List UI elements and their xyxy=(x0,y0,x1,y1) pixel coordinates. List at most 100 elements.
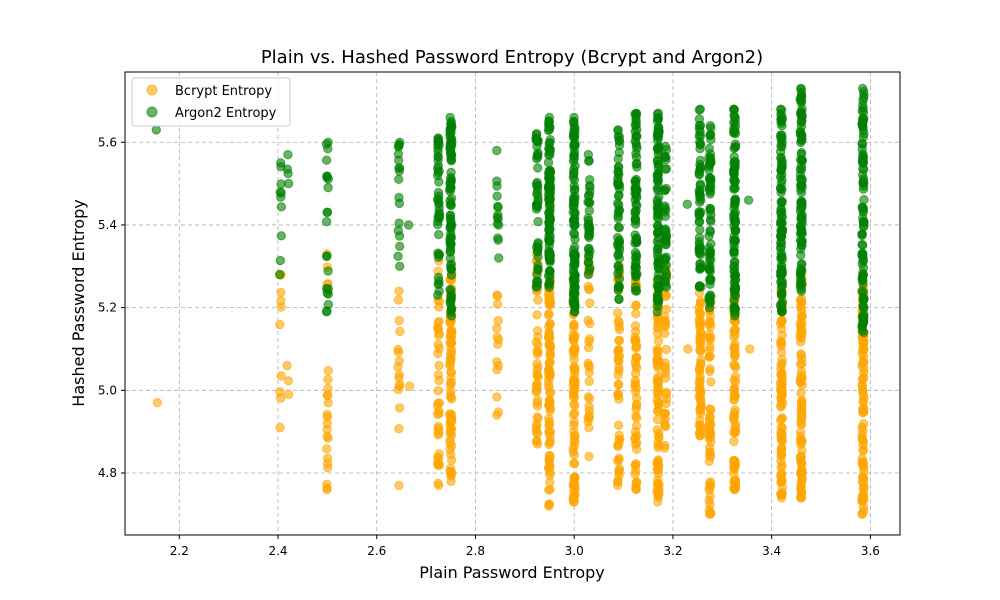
data-point xyxy=(568,198,579,208)
data-point xyxy=(545,294,555,304)
data-point xyxy=(695,420,706,431)
data-point xyxy=(545,342,556,352)
data-point xyxy=(446,156,457,166)
data-point xyxy=(447,455,457,465)
data-point xyxy=(859,129,869,139)
data-point xyxy=(322,251,332,262)
data-point xyxy=(729,127,739,137)
plot-area xyxy=(125,72,900,535)
data-point xyxy=(569,167,579,177)
x-tick-label: 3.0 xyxy=(565,544,584,558)
data-point xyxy=(776,111,787,121)
data-point xyxy=(568,480,578,491)
data-point xyxy=(446,270,457,280)
data-point xyxy=(445,147,456,158)
data-point xyxy=(704,351,714,362)
data-point xyxy=(704,184,715,195)
data-point xyxy=(545,403,555,414)
data-point xyxy=(661,183,671,194)
data-point xyxy=(569,319,579,329)
data-point xyxy=(323,266,333,276)
data-point xyxy=(631,300,641,310)
data-point xyxy=(585,246,595,257)
data-point xyxy=(776,179,787,189)
data-point xyxy=(446,193,457,204)
data-point xyxy=(729,203,739,214)
data-point xyxy=(323,433,333,443)
data-point xyxy=(630,432,641,442)
data-point xyxy=(544,382,554,393)
data-point xyxy=(323,299,333,310)
data-point xyxy=(777,212,787,222)
data-point xyxy=(613,344,624,355)
data-point xyxy=(704,425,714,435)
data-point xyxy=(694,365,705,375)
data-point xyxy=(632,192,642,203)
data-point xyxy=(653,352,663,362)
data-point xyxy=(630,206,640,217)
data-point xyxy=(614,281,624,291)
data-point xyxy=(446,355,456,365)
data-point xyxy=(613,308,623,318)
data-point xyxy=(321,217,332,227)
legend: Bcrypt Entropy Argon2 Entropy xyxy=(131,77,291,127)
data-point xyxy=(796,250,806,260)
data-point xyxy=(795,453,806,464)
data-point xyxy=(393,225,403,236)
data-point xyxy=(796,402,807,413)
data-point xyxy=(661,152,671,162)
data-point xyxy=(660,211,671,222)
data-point xyxy=(730,257,740,267)
data-point xyxy=(532,310,542,320)
data-point xyxy=(858,356,868,366)
y-axis-label: Hashed Password Entropy xyxy=(69,199,88,406)
data-point xyxy=(661,226,671,237)
data-point xyxy=(393,295,404,305)
data-point xyxy=(630,214,641,225)
data-point xyxy=(584,362,595,372)
data-point xyxy=(695,139,705,150)
data-point xyxy=(614,365,624,376)
data-point xyxy=(584,265,594,276)
data-point xyxy=(660,254,671,265)
data-point xyxy=(545,236,555,246)
data-point xyxy=(492,181,502,191)
data-point xyxy=(796,148,807,158)
data-point xyxy=(584,451,594,462)
data-point xyxy=(395,326,405,337)
data-point xyxy=(394,155,404,166)
data-point xyxy=(705,215,716,225)
data-point xyxy=(631,141,642,151)
data-point xyxy=(584,156,594,166)
data-point xyxy=(630,282,641,292)
data-point xyxy=(631,484,641,494)
data-point xyxy=(434,229,444,240)
data-point xyxy=(730,422,740,432)
data-point xyxy=(584,376,594,386)
data-point xyxy=(705,311,716,322)
data-point xyxy=(544,358,554,369)
data-point xyxy=(492,219,503,229)
data-point xyxy=(613,222,624,232)
data-point xyxy=(631,444,642,454)
data-point xyxy=(796,468,807,478)
data-point xyxy=(696,355,706,365)
data-point xyxy=(704,292,714,302)
data-point xyxy=(797,155,807,166)
data-point xyxy=(393,347,404,357)
data-point xyxy=(395,261,405,271)
data-point xyxy=(276,287,286,298)
data-point xyxy=(394,356,404,366)
data-point xyxy=(730,476,741,486)
data-point xyxy=(492,323,502,333)
data-point xyxy=(492,145,502,156)
data-point xyxy=(858,149,868,159)
data-point xyxy=(533,295,543,305)
data-point xyxy=(446,378,456,388)
data-point xyxy=(544,499,554,509)
data-point xyxy=(568,245,579,256)
data-point xyxy=(613,250,623,260)
data-point xyxy=(275,387,285,397)
data-point xyxy=(796,84,806,94)
data-point xyxy=(776,225,786,236)
